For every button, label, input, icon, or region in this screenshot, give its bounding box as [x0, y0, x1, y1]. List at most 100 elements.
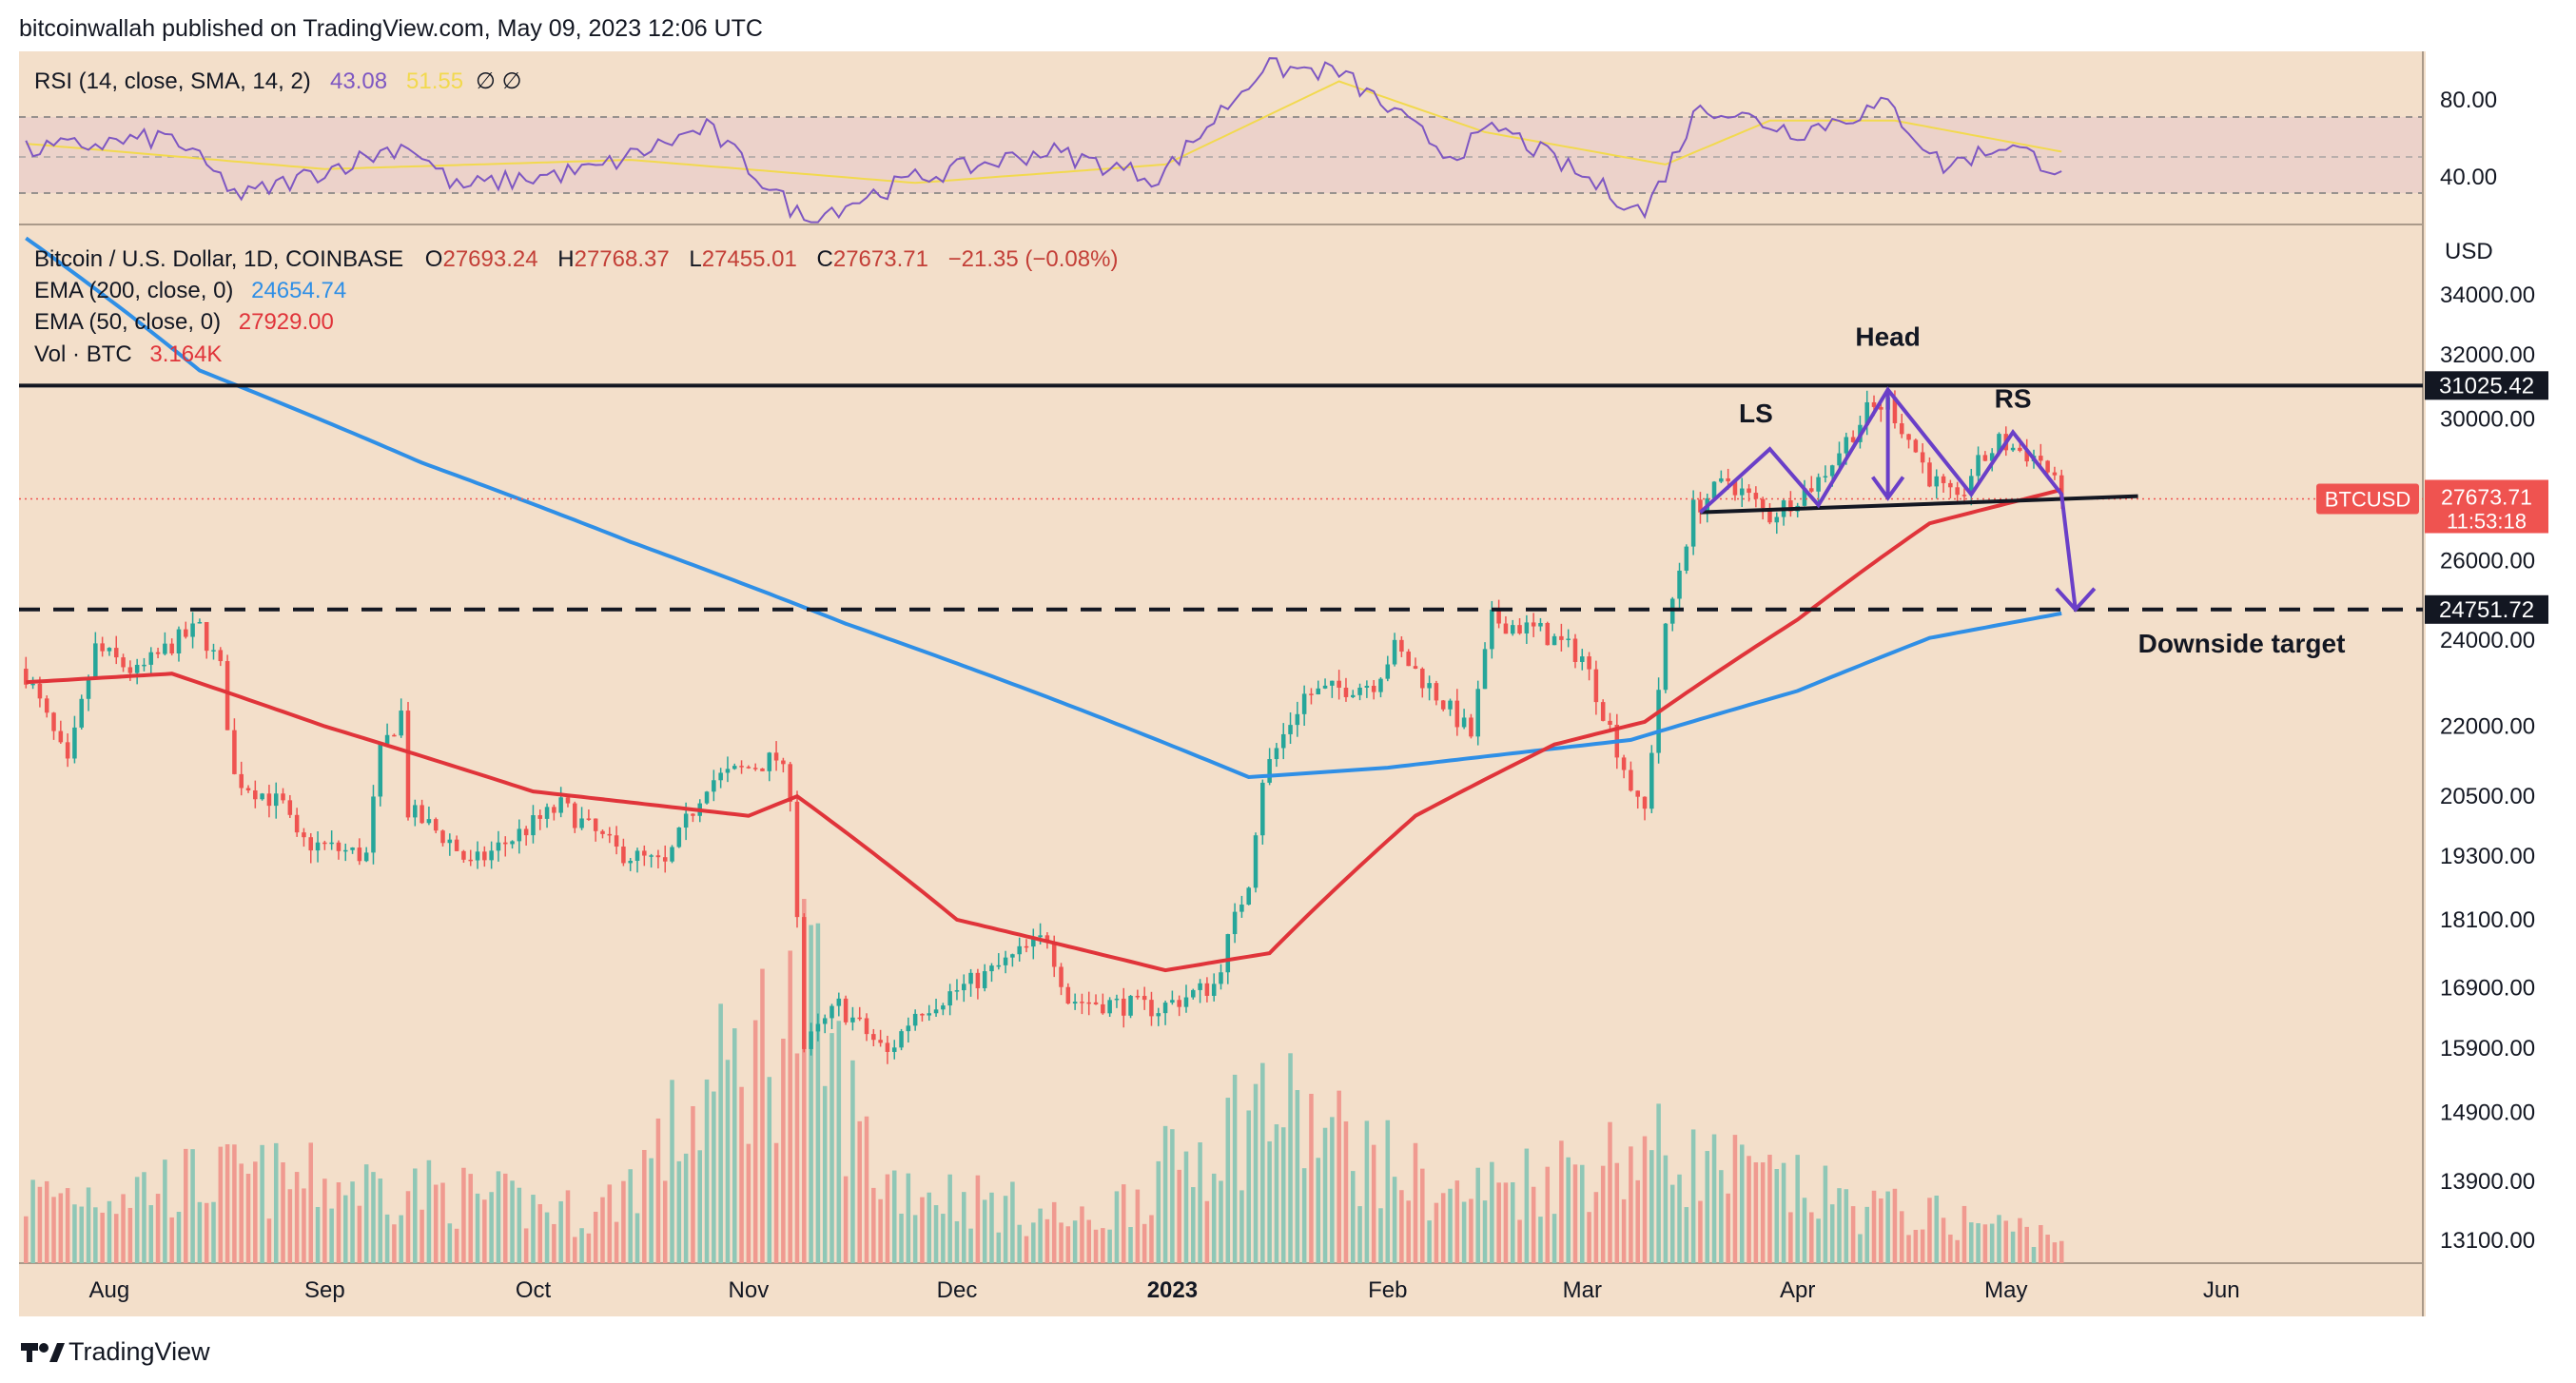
candle[interactable] — [1198, 983, 1202, 990]
candle[interactable] — [1566, 638, 1571, 640]
candle[interactable] — [502, 842, 508, 845]
candle[interactable] — [579, 818, 584, 828]
candle[interactable] — [350, 847, 355, 850]
candle[interactable] — [392, 734, 397, 737]
candle[interactable] — [329, 842, 334, 845]
candle[interactable] — [691, 813, 695, 816]
candle[interactable] — [752, 768, 758, 769]
candle[interactable] — [1538, 622, 1543, 627]
candle[interactable] — [850, 1017, 855, 1023]
candle[interactable] — [1427, 683, 1432, 689]
candle[interactable] — [906, 1025, 911, 1032]
neckline[interactable] — [1700, 494, 2138, 515]
candle[interactable] — [628, 860, 633, 864]
candle[interactable] — [1823, 476, 1828, 478]
candle[interactable] — [1941, 476, 1946, 483]
candle[interactable] — [1316, 688, 1321, 695]
candle[interactable] — [65, 742, 70, 759]
candle[interactable] — [93, 643, 98, 679]
candle[interactable] — [1816, 477, 1821, 492]
candle[interactable] — [1844, 437, 1849, 454]
candle[interactable] — [1760, 498, 1766, 509]
candle[interactable] — [544, 807, 550, 819]
candle[interactable] — [1934, 476, 1940, 487]
candle[interactable] — [802, 917, 807, 1049]
candle[interactable] — [2018, 447, 2022, 451]
candle[interactable] — [1684, 546, 1689, 571]
candle[interactable] — [155, 652, 161, 654]
candle[interactable] — [1330, 680, 1335, 686]
candle[interactable] — [537, 815, 543, 819]
candle[interactable] — [1107, 1000, 1112, 1014]
candle[interactable] — [1920, 452, 1925, 463]
candle[interactable] — [440, 830, 445, 844]
candle[interactable] — [454, 839, 459, 851]
candle[interactable] — [1371, 685, 1376, 692]
candle[interactable] — [670, 847, 674, 862]
candle[interactable] — [1010, 954, 1015, 958]
candle[interactable] — [558, 797, 563, 813]
candle[interactable] — [44, 698, 49, 713]
candle[interactable] — [1496, 609, 1501, 624]
candle[interactable] — [836, 998, 842, 1006]
candle[interactable] — [24, 669, 29, 685]
candle[interactable] — [773, 752, 779, 761]
candle[interactable] — [1482, 649, 1488, 690]
candle[interactable] — [746, 767, 751, 769]
candle[interactable] — [281, 793, 285, 801]
candle[interactable] — [461, 850, 466, 860]
candle[interactable] — [891, 1047, 897, 1052]
candle[interactable] — [1677, 570, 1682, 599]
candle[interactable] — [1357, 687, 1362, 695]
candle[interactable] — [1003, 957, 1008, 965]
candle[interactable] — [1948, 482, 1953, 488]
candle[interactable] — [1829, 465, 1835, 477]
candle[interactable] — [809, 1031, 813, 1049]
candle[interactable] — [649, 855, 654, 857]
candle[interactable] — [1774, 516, 1780, 523]
candle[interactable] — [739, 766, 744, 768]
candle[interactable] — [1183, 997, 1189, 1007]
candle[interactable] — [843, 998, 849, 1023]
candle[interactable] — [996, 964, 1002, 967]
candle[interactable] — [1802, 488, 1807, 506]
candle[interactable] — [1753, 493, 1759, 499]
candle[interactable] — [718, 772, 723, 781]
pattern-zigzag[interactable] — [1699, 386, 2078, 611]
candle[interactable] — [621, 847, 626, 864]
candle[interactable] — [211, 650, 216, 652]
candle[interactable] — [725, 769, 731, 773]
candle[interactable] — [1837, 453, 1842, 466]
candle[interactable] — [433, 819, 439, 831]
candle[interactable] — [1850, 437, 1856, 442]
candle[interactable] — [1711, 481, 1717, 498]
candle[interactable] — [941, 1005, 946, 1010]
candle[interactable] — [968, 972, 973, 984]
candle[interactable] — [1906, 434, 1911, 440]
candle[interactable] — [1767, 508, 1772, 523]
candle[interactable] — [51, 712, 56, 731]
candle[interactable] — [30, 683, 35, 686]
candle[interactable] — [1551, 635, 1557, 646]
candle[interactable] — [302, 832, 306, 838]
candle[interactable] — [1788, 500, 1793, 512]
candle[interactable] — [1976, 455, 1981, 477]
candle[interactable] — [1545, 622, 1551, 646]
candle[interactable] — [760, 769, 765, 771]
candle[interactable] — [1156, 1013, 1161, 1017]
candle[interactable] — [1635, 790, 1640, 797]
candle[interactable] — [1747, 488, 1751, 494]
candle[interactable] — [363, 852, 369, 862]
candle[interactable] — [1955, 487, 1960, 496]
candle[interactable] — [197, 622, 203, 624]
candle[interactable] — [1572, 638, 1578, 662]
candle[interactable] — [1101, 1003, 1105, 1014]
candle[interactable] — [1593, 669, 1599, 703]
candle[interactable] — [1065, 986, 1071, 1004]
candle[interactable] — [1093, 1002, 1099, 1004]
candle[interactable] — [134, 664, 140, 673]
candle[interactable] — [933, 1009, 939, 1014]
candle[interactable] — [426, 819, 432, 824]
candle[interactable] — [1253, 835, 1259, 888]
candle[interactable] — [1086, 1002, 1091, 1004]
